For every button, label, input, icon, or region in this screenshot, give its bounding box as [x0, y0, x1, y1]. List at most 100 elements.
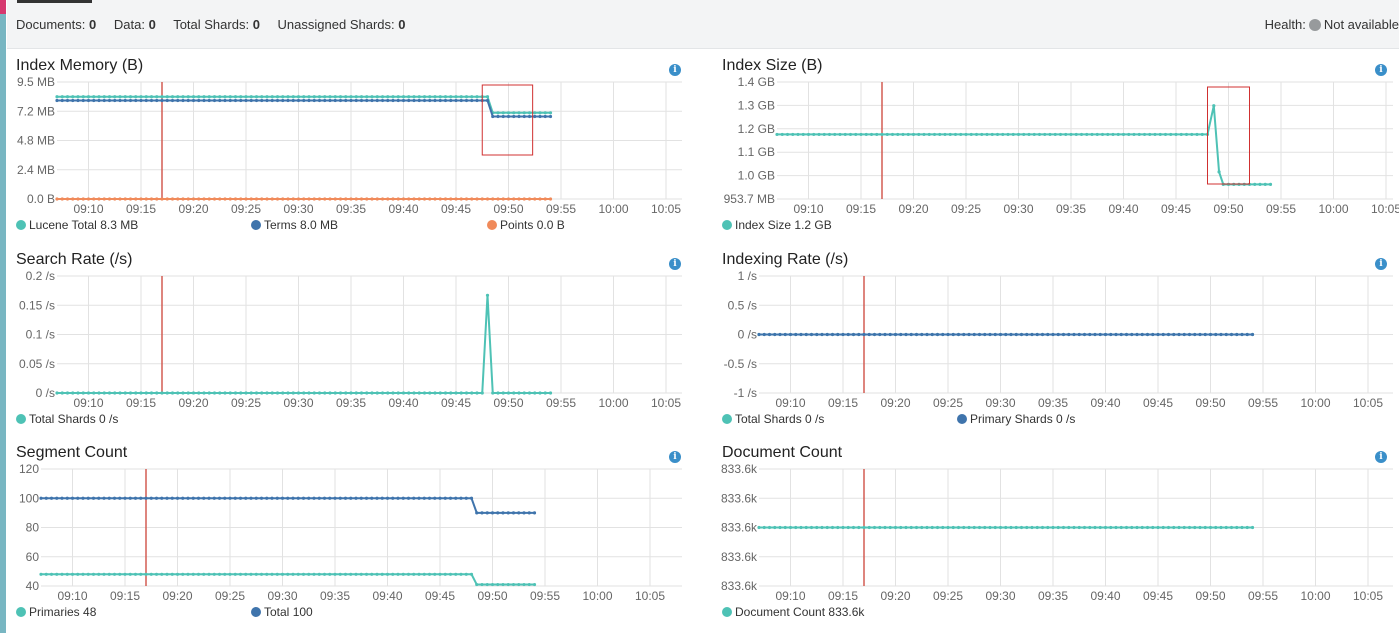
data-point	[1200, 132, 1204, 137]
data-point	[134, 98, 138, 103]
data-point	[1030, 332, 1034, 337]
info-icon[interactable]: i	[669, 258, 681, 270]
y-tick-label: 1.1 GB	[738, 145, 775, 159]
info-icon[interactable]: i	[669, 64, 681, 76]
y-tick-label: 7.2 MB	[17, 104, 55, 118]
y-tick-label: -0.5 /s	[724, 357, 757, 371]
data-point	[412, 98, 416, 103]
info-icon[interactable]: i	[1375, 258, 1387, 270]
data-point	[385, 572, 390, 576]
data-point	[417, 98, 421, 103]
data-point	[438, 98, 442, 103]
legend-item[interactable]: Terms 8.0 MB	[251, 218, 338, 232]
data-point	[286, 95, 290, 99]
data-point	[543, 197, 547, 201]
info-icon[interactable]: i	[669, 451, 681, 463]
data-point	[102, 197, 106, 201]
x-tick-label: 09:10	[793, 202, 823, 216]
data-point	[454, 95, 458, 99]
panel-segment-count: Segment Count i 120 100 80 60 40 09:10 09:15 09…	[7, 435, 687, 625]
info-icon[interactable]: i	[1375, 451, 1387, 463]
data-point	[548, 111, 553, 115]
active-tab-indicator[interactable]	[17, 0, 92, 3]
data-point	[522, 197, 526, 201]
data-point	[249, 572, 253, 576]
highlight-box	[1207, 86, 1250, 185]
data-point	[1040, 332, 1045, 337]
legend-item[interactable]: Primaries 48	[16, 605, 96, 619]
data-point	[851, 332, 856, 337]
data-point	[338, 95, 343, 99]
data-point	[1058, 132, 1063, 137]
data-point	[375, 496, 379, 500]
data-point	[123, 197, 127, 201]
data-point	[501, 391, 505, 395]
data-point	[186, 496, 190, 500]
data-point	[1219, 332, 1223, 337]
data-point	[396, 496, 400, 500]
data-point	[417, 572, 421, 576]
legend-item[interactable]: Lucene Total 8.3 MB	[16, 218, 138, 232]
data-point	[291, 496, 295, 500]
x-tick-label: 09:40	[1108, 202, 1138, 216]
data-point	[144, 496, 148, 500]
data-point	[443, 98, 448, 103]
data-point	[170, 496, 174, 500]
info-icon[interactable]: i	[1375, 64, 1387, 76]
data-point	[533, 391, 537, 395]
data-point	[407, 197, 411, 201]
data-point	[935, 525, 940, 530]
data-point	[1103, 332, 1108, 337]
x-tick-label: 09:35	[1038, 589, 1068, 603]
data-point	[365, 95, 369, 99]
data-point	[128, 496, 132, 500]
data-point	[302, 98, 306, 103]
x-tick-label: 09:55	[546, 202, 576, 216]
data-point	[538, 197, 542, 201]
y-tick-label: 0.05 /s	[19, 357, 55, 371]
x-tick-label: 09:40	[388, 396, 418, 410]
data-point	[92, 197, 96, 201]
x-tick-label: 10:00	[598, 202, 628, 216]
data-point	[833, 132, 837, 137]
legend-item[interactable]: Primary Shards 0 /s	[957, 412, 1075, 426]
data-point	[433, 572, 437, 576]
data-point	[286, 572, 290, 576]
data-point	[317, 95, 322, 99]
legend-item[interactable]: Total Shards 0 /s	[722, 412, 824, 426]
chart-legend: Index Size 1.2 GB	[713, 218, 1393, 234]
data-point	[778, 525, 782, 530]
data-point	[1064, 132, 1068, 137]
data-point	[60, 95, 64, 99]
data-point	[123, 391, 127, 395]
data-point	[81, 391, 85, 395]
data-point	[239, 197, 243, 201]
data-point	[60, 98, 64, 103]
legend-item[interactable]: Document Count 833.6k	[722, 605, 864, 619]
left-accent-pink	[0, 0, 6, 14]
data-point	[1161, 525, 1165, 530]
data-point	[485, 197, 490, 201]
data-point	[92, 98, 96, 103]
legend-item[interactable]: Points 0.0 B	[487, 218, 565, 232]
data-point	[312, 98, 316, 103]
data-point	[291, 197, 295, 201]
data-point	[160, 496, 164, 500]
data-point	[344, 95, 348, 99]
legend-item[interactable]: Total 100	[251, 605, 313, 619]
data-point	[974, 132, 979, 137]
y-tick-label: 100	[19, 491, 39, 505]
data-point	[1109, 525, 1113, 530]
y-tick-label: 1.3 GB	[738, 98, 775, 112]
data-point	[202, 391, 206, 395]
data-point	[375, 197, 379, 201]
data-point	[86, 391, 91, 395]
data-point	[218, 98, 222, 103]
x-tick-label: 09:45	[441, 202, 471, 216]
y-tick-label: 4.8 MB	[17, 134, 55, 148]
data-point	[422, 391, 427, 395]
data-point	[296, 98, 301, 103]
legend-item[interactable]: Total Shards 0 /s	[16, 412, 118, 426]
legend-item[interactable]: Index Size 1.2 GB	[722, 218, 832, 232]
data-point	[197, 197, 201, 201]
